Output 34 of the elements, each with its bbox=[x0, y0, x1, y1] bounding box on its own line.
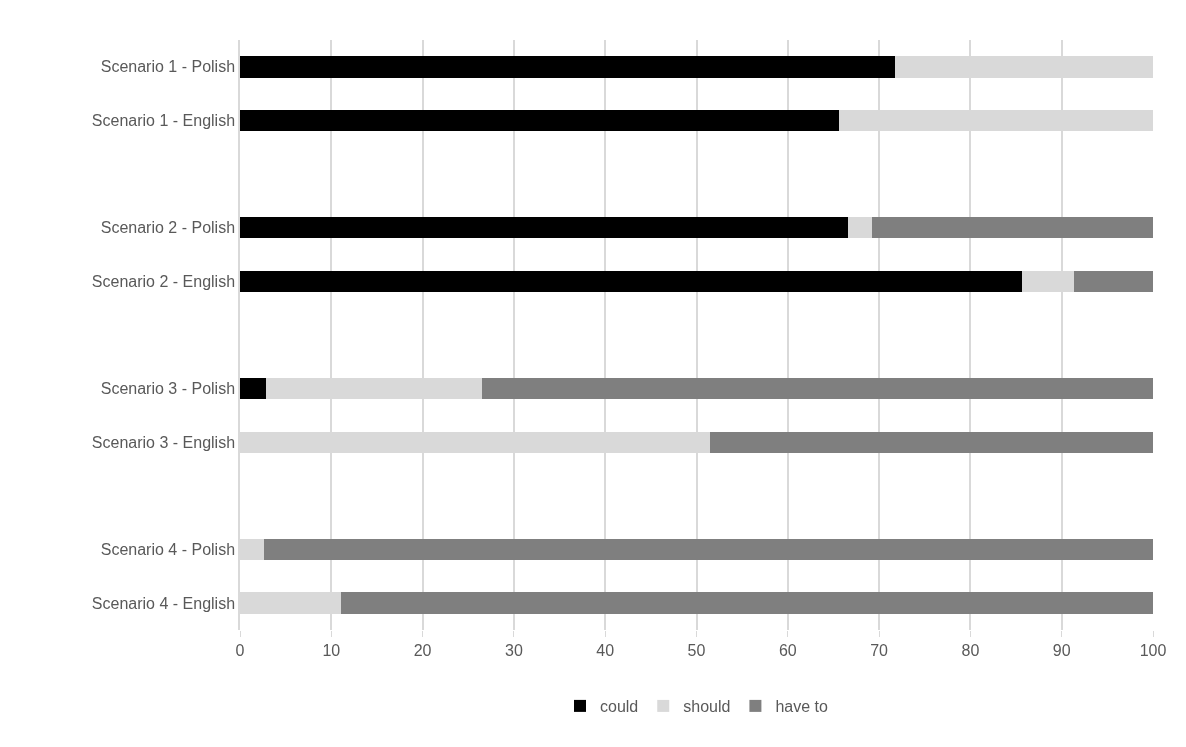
x-tick-label: 70 bbox=[870, 642, 889, 660]
x-tick-label: 10 bbox=[322, 642, 341, 660]
x-tick-label: 80 bbox=[961, 642, 980, 660]
y-tick-label: Scenario 1 - Polish bbox=[100, 58, 236, 76]
bar bbox=[1074, 270, 1153, 293]
y-tick-label: Scenario 4 - English bbox=[91, 594, 236, 612]
bar bbox=[240, 270, 1023, 293]
x-tick-label: 100 bbox=[1139, 642, 1167, 660]
legend-label: have to bbox=[775, 698, 828, 716]
x-tick-label: 90 bbox=[1052, 642, 1071, 660]
x-tick-label: 60 bbox=[778, 642, 797, 660]
y-tick-label: Scenario 3 - English bbox=[91, 433, 236, 451]
bar bbox=[263, 538, 1153, 561]
y-tick-label: Scenario 2 - English bbox=[91, 272, 236, 290]
x-tick-label: 40 bbox=[596, 642, 615, 660]
x-tick-label: 0 bbox=[235, 642, 245, 660]
x-tick-label: 20 bbox=[413, 642, 432, 660]
bar bbox=[848, 217, 872, 239]
y-tick-label: Scenario 4 - Polish bbox=[100, 541, 236, 559]
bar bbox=[240, 377, 267, 400]
legend-label: could bbox=[600, 698, 639, 716]
bar bbox=[240, 56, 895, 78]
legend-label: should bbox=[683, 698, 731, 716]
bar bbox=[481, 377, 1153, 400]
bar bbox=[710, 431, 1153, 453]
x-tick-label: 50 bbox=[687, 642, 706, 660]
y-tick-label: Scenario 2 - Polish bbox=[100, 219, 236, 237]
y-tick-label: Scenario 1 - English bbox=[91, 112, 236, 130]
bar bbox=[341, 592, 1153, 614]
y-tick-label: Scenario 3 - Polish bbox=[100, 380, 236, 398]
x-tick-label: 30 bbox=[505, 642, 523, 660]
bar bbox=[240, 109, 839, 132]
bar bbox=[871, 217, 1153, 239]
bar bbox=[240, 217, 849, 239]
